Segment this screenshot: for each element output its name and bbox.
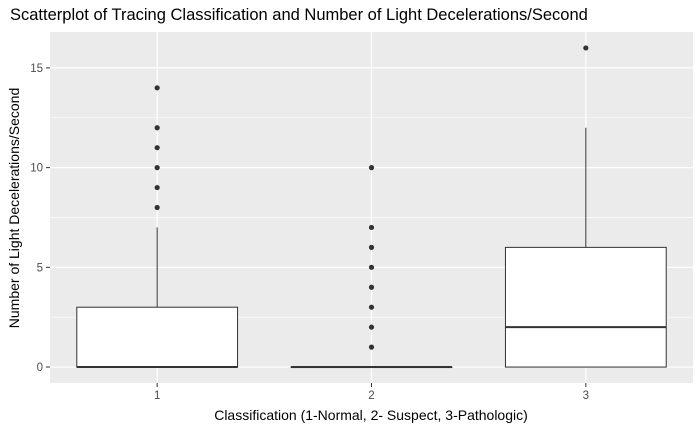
outlier-point xyxy=(154,145,160,151)
x-tick-label: 3 xyxy=(583,390,589,402)
outlier-point xyxy=(368,264,375,270)
outlier-point xyxy=(368,344,375,350)
x-tick-label: 2 xyxy=(368,390,374,402)
y-axis-label: Number of Light Decelerations/Second xyxy=(6,88,22,328)
outlier-point xyxy=(583,45,589,51)
outlier-point xyxy=(368,165,375,171)
box-iqr xyxy=(76,306,239,368)
outlier-point xyxy=(368,244,375,250)
outlier-point xyxy=(154,85,160,91)
x-tick-label: 1 xyxy=(154,390,160,402)
outlier-point xyxy=(154,204,160,211)
y-tick-label: 15 xyxy=(30,63,43,75)
box-iqr xyxy=(504,246,667,368)
x-axis-label: Classification (1-Normal, 2- Suspect, 3-… xyxy=(214,407,528,423)
outlier-point xyxy=(368,304,375,310)
y-tick-label: 10 xyxy=(30,163,43,175)
outlier-point xyxy=(368,224,375,231)
outlier-point xyxy=(368,324,375,330)
outlier-point xyxy=(368,284,375,290)
chart-title: Scatterplot of Tracing Classification an… xyxy=(10,6,588,24)
outlier-point xyxy=(154,125,160,131)
y-axis: 0 5 10 15 xyxy=(30,63,50,374)
y-tick-label: 0 xyxy=(37,362,43,374)
y-tick-label: 5 xyxy=(37,262,43,274)
x-axis: 1 2 3 xyxy=(154,383,589,402)
outlier-point xyxy=(154,165,160,171)
boxes-group xyxy=(76,45,667,369)
outlier-point xyxy=(154,184,160,191)
